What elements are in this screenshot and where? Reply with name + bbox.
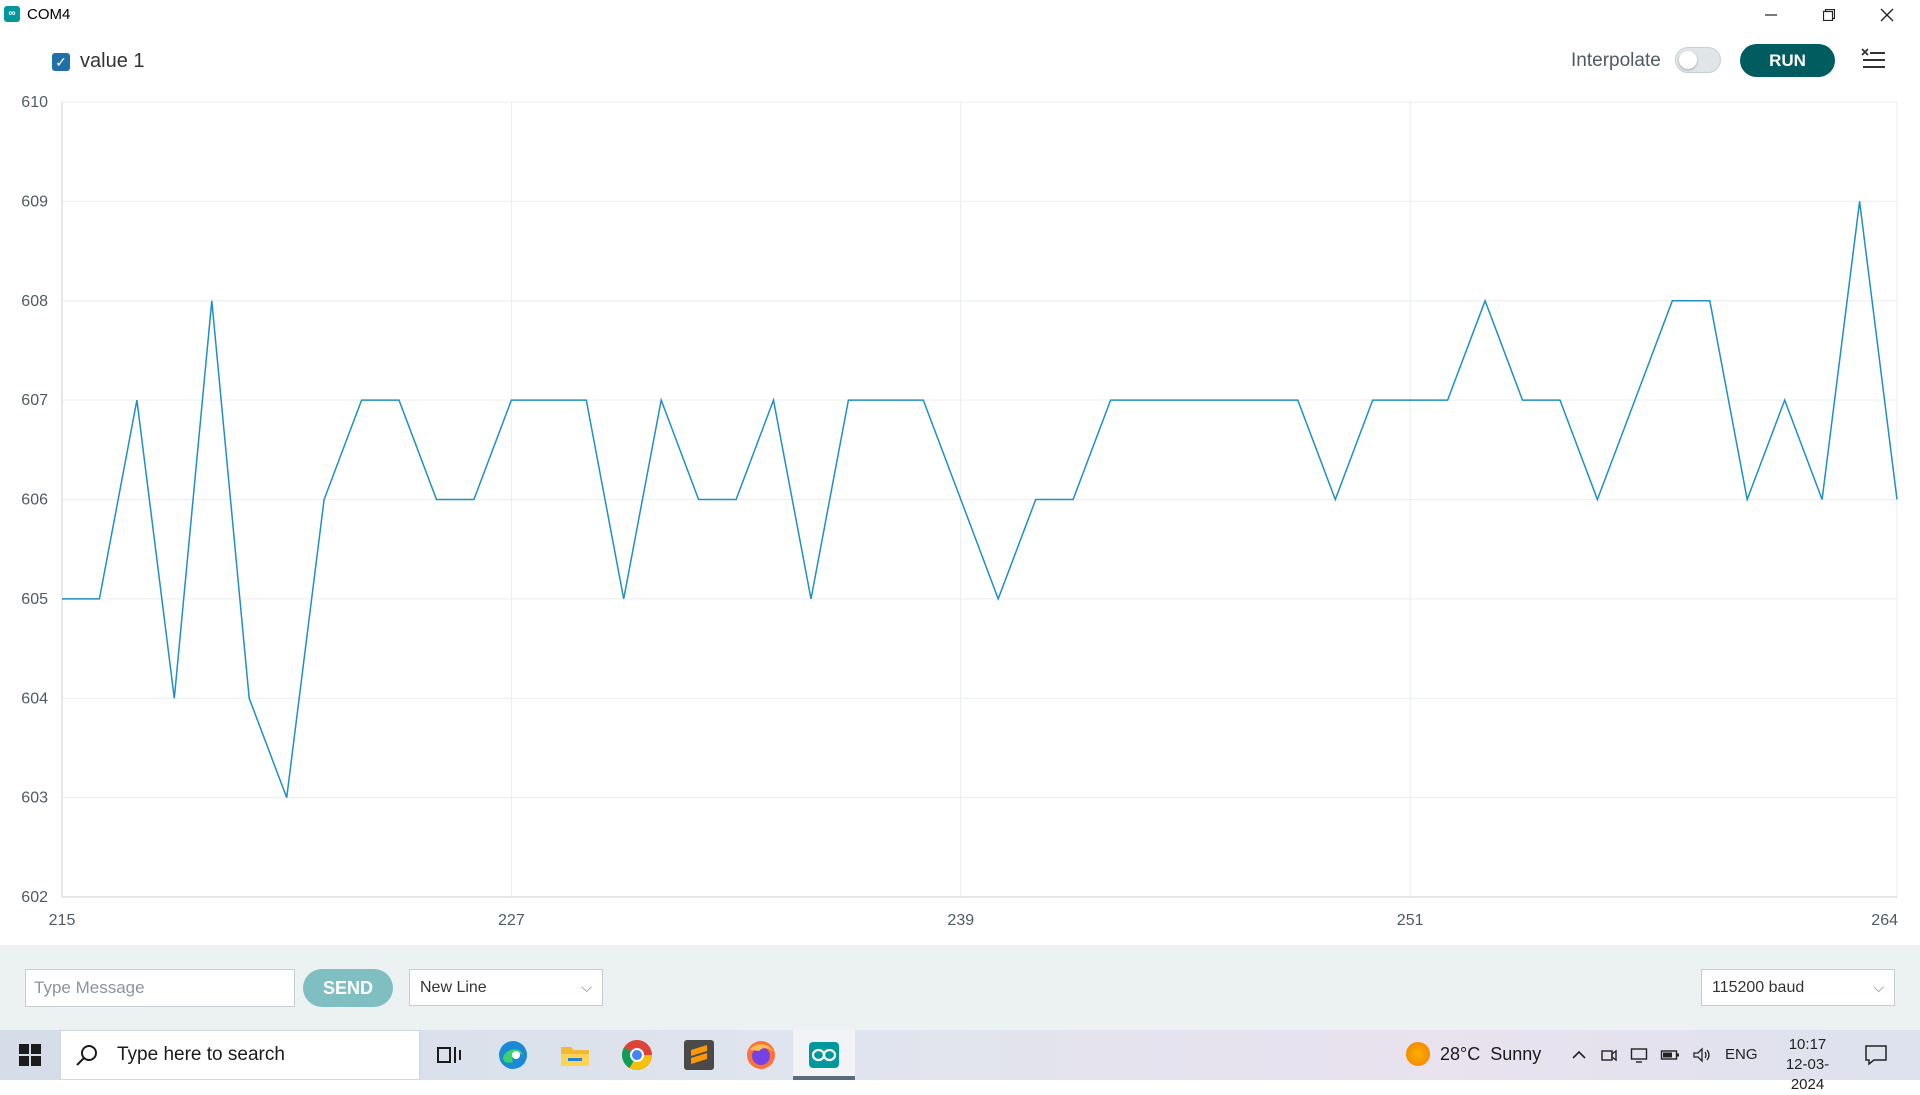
search-icon [76, 1045, 97, 1066]
weather-text: Sunny [1490, 1043, 1542, 1064]
chart-grid [61, 101, 1898, 898]
battery-icon[interactable] [1660, 1046, 1680, 1064]
y-tick-label-6: 608 [21, 293, 48, 310]
series-line-0 [62, 201, 1898, 798]
minimize-icon [1765, 14, 1777, 16]
file-explorer-icon[interactable] [558, 1038, 592, 1072]
line-ending-select[interactable]: New Line ⌵ [409, 969, 603, 1006]
window-title: COM4 [27, 6, 71, 23]
y-tick-label-4: 606 [21, 492, 48, 509]
y-tick-label-5: 607 [21, 392, 48, 409]
language-indicator[interactable]: ENG [1725, 1046, 1758, 1063]
close-button[interactable] [1858, 0, 1916, 30]
y-tick-label-3: 605 [21, 591, 48, 608]
baud-rate-value: 115200 baud [1712, 978, 1805, 996]
message-input[interactable] [25, 969, 295, 1007]
x-tick-label-3: 251 [1397, 912, 1424, 929]
notification-icon[interactable] [1864, 1043, 1888, 1067]
taskbar-search[interactable]: Type here to search [60, 1030, 420, 1080]
chevron-down-icon: ⌵ [581, 979, 592, 995]
legend-label: value 1 [80, 50, 145, 72]
search-placeholder: Type here to search [117, 1044, 285, 1065]
edge-icon[interactable] [496, 1038, 530, 1072]
close-icon [1880, 8, 1894, 22]
clear-list-icon[interactable] [1861, 47, 1887, 73]
task-view-icon[interactable] [432, 1038, 466, 1072]
legend-checkbox[interactable]: ✓ [52, 52, 70, 71]
x-tick-label-0: 215 [49, 912, 76, 929]
restore-icon [1823, 9, 1835, 21]
legend-item[interactable]: ✓ value 1 [52, 50, 145, 73]
serial-plot-chart: 602 603 604 605 606 607 608 609 610 215 227 239 251 2… [21, 94, 1898, 929]
clock-date: 12-03-2024 [1785, 1056, 1830, 1093]
message-bar: SEND New Line ⌵ 115200 baud ⌵ [0, 945, 1920, 1030]
interpolate-label: Interpolate [1571, 50, 1661, 71]
run-button[interactable]: RUN [1740, 44, 1835, 77]
arduino-icon[interactable] [807, 1038, 841, 1072]
baud-rate-select[interactable]: 115200 baud ⌵ [1701, 969, 1895, 1006]
title-bar: ∞ COM4 [0, 0, 1920, 30]
chart-axes [61, 102, 1897, 898]
chart-tick-labels: 602 603 604 605 606 607 608 609 610 215 227 239 251 2… [21, 94, 1898, 929]
chevron-down-icon: ⌵ [1873, 979, 1884, 995]
x-tick-label-1: 227 [498, 912, 525, 929]
weather-widget[interactable]: 28°C Sunny [1406, 1042, 1541, 1066]
start-button[interactable] [0, 1030, 60, 1080]
active-app-indicator [793, 1076, 855, 1080]
toggle-knob [1679, 51, 1697, 69]
y-tick-label-2: 604 [21, 690, 48, 707]
taskbar: Type here to search [0, 1030, 1920, 1093]
chevron-up-icon[interactable] [1570, 1046, 1588, 1064]
line-ending-value: New Line [420, 978, 487, 996]
meet-now-icon[interactable] [1600, 1046, 1618, 1064]
clock-time: 10:17 [1788, 1036, 1827, 1053]
weather-temp: 28°C [1440, 1043, 1481, 1064]
y-tick-label-1: 603 [21, 790, 48, 807]
chart-series [62, 201, 1898, 798]
x-tick-label-4: 264 [1871, 912, 1898, 929]
system-tray [1570, 1030, 1712, 1080]
x-tick-label-2: 239 [947, 912, 974, 929]
windows-icon [19, 1044, 41, 1066]
restore-button[interactable] [1800, 0, 1858, 30]
speaker-icon[interactable] [1692, 1046, 1712, 1064]
infinity-icon: ∞ [4, 6, 20, 22]
interpolate-toggle[interactable] [1675, 47, 1721, 73]
y-tick-label-8: 610 [21, 94, 48, 111]
display-icon[interactable] [1630, 1046, 1648, 1064]
chrome-icon[interactable] [620, 1038, 654, 1072]
taskbar-clock[interactable]: 10:17 12-03-2024 [1770, 1035, 1845, 1095]
firefox-icon[interactable] [744, 1038, 778, 1072]
y-tick-label-0: 602 [21, 889, 48, 906]
y-tick-label-7: 609 [21, 193, 48, 210]
sun-icon [1406, 1042, 1430, 1066]
send-button[interactable]: SEND [303, 969, 393, 1007]
minimize-button[interactable] [1742, 0, 1800, 30]
plotter-toolbar: ✓ value 1 Interpolate RUN [0, 30, 1920, 90]
sublime-text-icon[interactable] [682, 1038, 716, 1072]
